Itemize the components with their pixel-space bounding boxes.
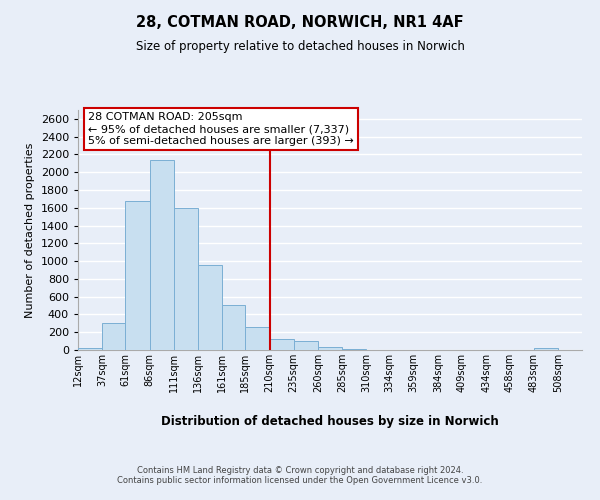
- Text: 28 COTMAN ROAD: 205sqm
← 95% of detached houses are smaller (7,337)
5% of semi-d: 28 COTMAN ROAD: 205sqm ← 95% of detached…: [88, 112, 354, 146]
- Bar: [102, 324, 125, 350]
- Bar: [174, 208, 198, 350]
- Y-axis label: Number of detached properties: Number of detached properties: [25, 142, 35, 318]
- Bar: [245, 328, 269, 350]
- Bar: [149, 160, 174, 350]
- Bar: [318, 348, 342, 350]
- Bar: [269, 339, 294, 350]
- Bar: [125, 200, 149, 350]
- Text: Size of property relative to detached houses in Norwich: Size of property relative to detached ho…: [136, 40, 464, 53]
- Bar: [198, 264, 222, 350]
- Bar: [342, 348, 366, 350]
- Bar: [222, 304, 245, 350]
- Bar: [78, 348, 102, 350]
- Text: Contains HM Land Registry data © Crown copyright and database right 2024.
Contai: Contains HM Land Registry data © Crown c…: [118, 466, 482, 485]
- Bar: [294, 341, 318, 350]
- Text: 28, COTMAN ROAD, NORWICH, NR1 4AF: 28, COTMAN ROAD, NORWICH, NR1 4AF: [136, 15, 464, 30]
- Text: Distribution of detached houses by size in Norwich: Distribution of detached houses by size …: [161, 415, 499, 428]
- Bar: [533, 348, 558, 350]
